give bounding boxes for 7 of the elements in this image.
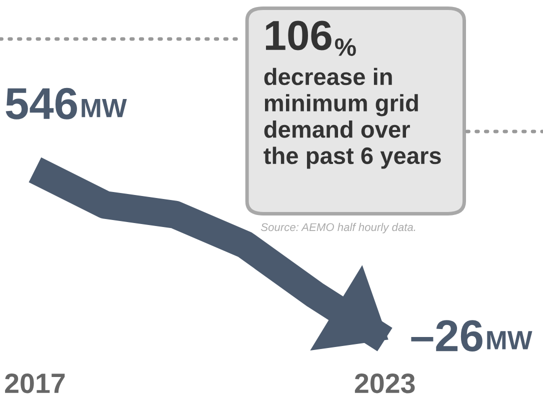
x-tick-label: 2023: [354, 374, 415, 394]
text: 106%: [266, 20, 356, 56]
data-label: 546MW: [6, 88, 127, 120]
annotation: Source: AEMO half hourly data.: [260, 222, 416, 234]
text: decrease in minimum grid demand over the past 6 years: [264, 68, 441, 169]
data-label: –26MW: [411, 320, 532, 352]
x-tick-label: 2017: [5, 374, 65, 394]
